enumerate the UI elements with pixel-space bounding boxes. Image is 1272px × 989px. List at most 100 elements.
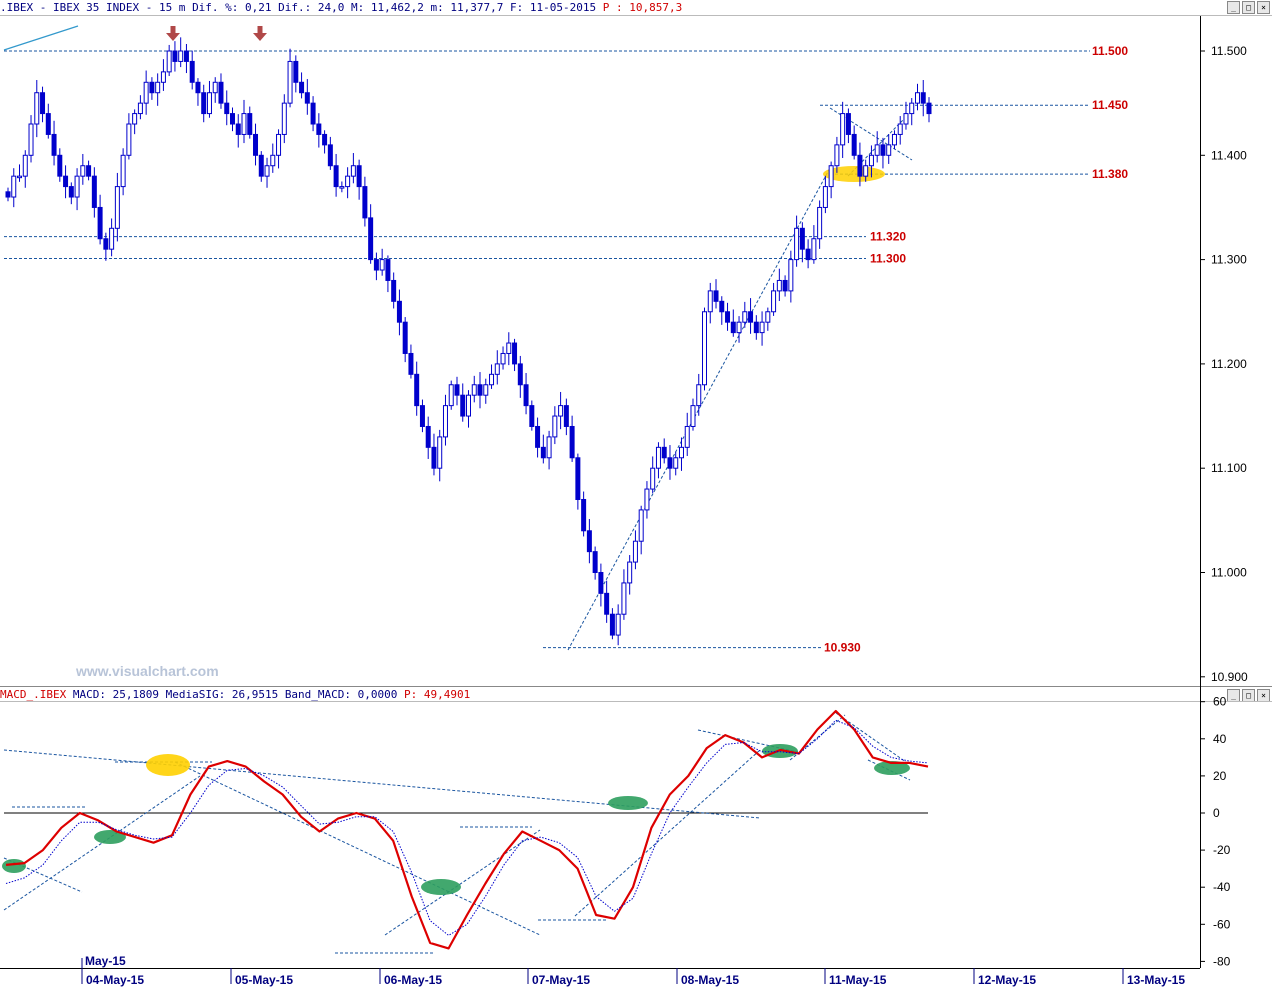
candle-body xyxy=(183,50,189,62)
candle xyxy=(517,355,523,398)
candle xyxy=(523,373,529,415)
candle xyxy=(799,222,805,263)
candle xyxy=(805,239,811,269)
header-max: M: 11,462,2 xyxy=(351,1,424,14)
candle xyxy=(34,80,40,138)
candle-body xyxy=(840,113,846,146)
macd-value: 25,1809 xyxy=(112,688,159,701)
candle xyxy=(183,43,189,74)
candle-body xyxy=(529,405,535,427)
candle-body xyxy=(638,509,644,542)
maximize-icon[interactable]: □ xyxy=(1242,1,1255,14)
candle xyxy=(385,255,391,293)
candle-body xyxy=(34,92,40,125)
candle-body xyxy=(414,373,420,407)
candle xyxy=(293,55,299,93)
macd-p: P: 49,4901 xyxy=(404,688,471,701)
candle xyxy=(402,317,408,363)
candle xyxy=(592,546,598,580)
macd-y-tick-label: -20 xyxy=(1213,843,1231,857)
level-label: 10.930 xyxy=(824,641,861,655)
candle xyxy=(373,252,379,281)
macd-highlight-green xyxy=(94,830,126,844)
macd-y-tick-label: -40 xyxy=(1213,880,1231,894)
candle-body xyxy=(322,133,328,146)
candle-body xyxy=(926,102,932,115)
support-highlight xyxy=(823,166,885,182)
candle xyxy=(529,400,535,431)
candle xyxy=(891,130,897,150)
candle xyxy=(748,298,754,334)
candle xyxy=(828,161,834,199)
candle xyxy=(57,148,63,182)
candle-body xyxy=(229,113,235,125)
candle xyxy=(471,375,477,403)
candle-body xyxy=(523,384,529,407)
candle xyxy=(742,301,748,328)
candle-body xyxy=(512,342,518,365)
macd-panel-header: MACD_.IBEX MACD: 25,1809 MediaSIG: 26,95… xyxy=(0,687,1200,702)
candle xyxy=(794,215,800,267)
macd-trend-line xyxy=(574,749,761,917)
candle-body xyxy=(258,154,264,177)
x-tick-label: 12-May-15 xyxy=(978,973,1036,987)
candle xyxy=(172,41,178,72)
candle-body xyxy=(178,50,184,62)
macd-y-tick-label: 0 xyxy=(1213,806,1220,820)
candle-body xyxy=(748,311,754,323)
close-icon[interactable]: × xyxy=(1257,689,1270,702)
candle-body xyxy=(195,81,201,94)
candle xyxy=(604,580,610,623)
watermark: www.visualchart.com xyxy=(75,663,219,679)
candle-body xyxy=(385,259,391,281)
candle-body xyxy=(408,352,414,375)
candle xyxy=(586,519,592,564)
candle-body xyxy=(811,238,817,261)
candle xyxy=(627,555,633,595)
candle xyxy=(759,311,765,346)
candle-body xyxy=(327,144,333,167)
macd-trend-line xyxy=(384,829,541,936)
candle-body xyxy=(345,175,351,188)
candle xyxy=(178,37,184,68)
candle xyxy=(103,232,109,261)
candle-body xyxy=(655,446,661,469)
candle-body xyxy=(460,394,466,417)
x-tick-label: 05-May-15 xyxy=(235,973,293,987)
candle-body xyxy=(63,175,69,188)
candle xyxy=(581,491,587,537)
candle xyxy=(563,398,569,436)
candle-body xyxy=(851,133,857,156)
candle-body xyxy=(604,592,610,615)
candle xyxy=(235,114,241,148)
y-tick-label: 11.000 xyxy=(1211,566,1247,580)
candle-body xyxy=(448,384,454,407)
candle-body xyxy=(661,446,667,459)
candle xyxy=(782,275,788,297)
candle xyxy=(753,315,759,340)
candle xyxy=(132,109,138,135)
candle xyxy=(40,86,46,123)
candle-body xyxy=(270,154,276,167)
candle-body xyxy=(897,123,903,135)
candle-body xyxy=(299,81,305,94)
x-tick-label: 08-May-15 xyxy=(681,973,739,987)
macd-highlight-green xyxy=(2,859,26,873)
candle-body xyxy=(834,144,840,167)
candle-body xyxy=(40,92,46,115)
candle-body xyxy=(22,154,28,177)
minimize-icon[interactable]: _ xyxy=(1227,1,1240,14)
candle xyxy=(926,97,932,123)
candle-body xyxy=(753,321,759,334)
candle xyxy=(909,98,915,126)
candle-body xyxy=(673,457,679,469)
candle xyxy=(661,438,667,464)
candle xyxy=(736,316,742,343)
macd-line xyxy=(5,709,929,950)
x-tick-label: 07-May-15 xyxy=(532,973,590,987)
candle-body xyxy=(126,123,132,156)
candle-body xyxy=(702,311,708,386)
close-icon[interactable]: × xyxy=(1257,1,1270,14)
candle xyxy=(345,167,351,199)
